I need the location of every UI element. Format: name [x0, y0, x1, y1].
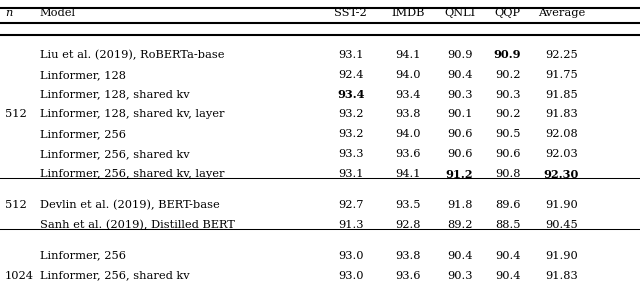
Text: 94.1: 94.1	[396, 50, 421, 60]
Text: 512: 512	[5, 200, 27, 210]
Text: 91.3: 91.3	[338, 220, 364, 230]
Text: 92.03: 92.03	[545, 149, 578, 159]
Text: 93.4: 93.4	[337, 89, 364, 100]
Text: 91.90: 91.90	[545, 251, 578, 261]
Text: 512: 512	[5, 110, 27, 119]
Text: Linformer, 128, shared kv: Linformer, 128, shared kv	[40, 90, 189, 99]
Text: 92.7: 92.7	[338, 200, 364, 210]
Text: Sanh et al. (2019), Distilled BERT: Sanh et al. (2019), Distilled BERT	[40, 220, 234, 230]
Text: Linformer, 256: Linformer, 256	[40, 129, 125, 139]
Text: Model: Model	[40, 8, 76, 18]
Text: Average: Average	[538, 8, 585, 18]
Text: 90.6: 90.6	[447, 129, 472, 139]
Text: 91.8: 91.8	[447, 200, 472, 210]
Text: 90.1: 90.1	[447, 110, 472, 119]
Text: 90.5: 90.5	[495, 129, 520, 139]
Text: 90.3: 90.3	[447, 271, 472, 280]
Text: Linformer, 128, shared kv, layer: Linformer, 128, shared kv, layer	[40, 110, 224, 119]
Text: 90.2: 90.2	[495, 110, 520, 119]
Text: Linformer, 128: Linformer, 128	[40, 70, 125, 80]
Text: QNLI: QNLI	[444, 8, 475, 18]
Text: Linformer, 256, shared kv: Linformer, 256, shared kv	[40, 271, 189, 280]
Text: 91.75: 91.75	[545, 70, 578, 80]
Text: SST-2: SST-2	[334, 8, 367, 18]
Text: 93.0: 93.0	[338, 251, 364, 261]
Text: Linformer, 256, shared kv: Linformer, 256, shared kv	[40, 149, 189, 159]
Text: 91.83: 91.83	[545, 110, 578, 119]
Text: 93.1: 93.1	[338, 50, 364, 60]
Text: 93.0: 93.0	[338, 271, 364, 280]
Text: 93.8: 93.8	[396, 110, 421, 119]
Text: n: n	[5, 8, 13, 18]
Text: 91.2: 91.2	[445, 168, 474, 180]
Text: 91.85: 91.85	[545, 90, 578, 99]
Text: 93.6: 93.6	[396, 271, 421, 280]
Text: 90.8: 90.8	[495, 169, 520, 179]
Text: 88.5: 88.5	[495, 220, 520, 230]
Text: 90.6: 90.6	[447, 149, 472, 159]
Text: QQP: QQP	[495, 8, 520, 18]
Text: 90.4: 90.4	[495, 271, 520, 280]
Text: 92.8: 92.8	[396, 220, 421, 230]
Text: 93.2: 93.2	[338, 129, 364, 139]
Text: Linformer, 256, shared kv, layer: Linformer, 256, shared kv, layer	[40, 169, 224, 179]
Text: 89.2: 89.2	[447, 220, 472, 230]
Text: 93.3: 93.3	[338, 149, 364, 159]
Text: 90.45: 90.45	[545, 220, 578, 230]
Text: 92.4: 92.4	[338, 70, 364, 80]
Text: 89.6: 89.6	[495, 200, 520, 210]
Text: Liu et al. (2019), RoBERTa-base: Liu et al. (2019), RoBERTa-base	[40, 50, 224, 60]
Text: 90.4: 90.4	[447, 251, 472, 261]
Text: 92.25: 92.25	[545, 50, 578, 60]
Text: 1024: 1024	[5, 271, 34, 280]
Text: 90.9: 90.9	[494, 49, 521, 60]
Text: Linformer, 256: Linformer, 256	[40, 251, 125, 261]
Text: 90.9: 90.9	[447, 50, 472, 60]
Text: 94.1: 94.1	[396, 169, 421, 179]
Text: 92.08: 92.08	[545, 129, 578, 139]
Text: 92.30: 92.30	[543, 168, 579, 180]
Text: 91.83: 91.83	[545, 271, 578, 280]
Text: 94.0: 94.0	[396, 70, 421, 80]
Text: 93.1: 93.1	[338, 169, 364, 179]
Text: 93.5: 93.5	[396, 200, 421, 210]
Text: 94.0: 94.0	[396, 129, 421, 139]
Text: 90.2: 90.2	[495, 70, 520, 80]
Text: 93.8: 93.8	[396, 251, 421, 261]
Text: 90.3: 90.3	[447, 90, 472, 99]
Text: IMDB: IMDB	[392, 8, 425, 18]
Text: Devlin et al. (2019), BERT-base: Devlin et al. (2019), BERT-base	[40, 200, 220, 210]
Text: 93.2: 93.2	[338, 110, 364, 119]
Text: 91.90: 91.90	[545, 200, 578, 210]
Text: 93.4: 93.4	[396, 90, 421, 99]
Text: 90.4: 90.4	[447, 70, 472, 80]
Text: 90.3: 90.3	[495, 90, 520, 99]
Text: 90.4: 90.4	[495, 251, 520, 261]
Text: 93.6: 93.6	[396, 149, 421, 159]
Text: 90.6: 90.6	[495, 149, 520, 159]
